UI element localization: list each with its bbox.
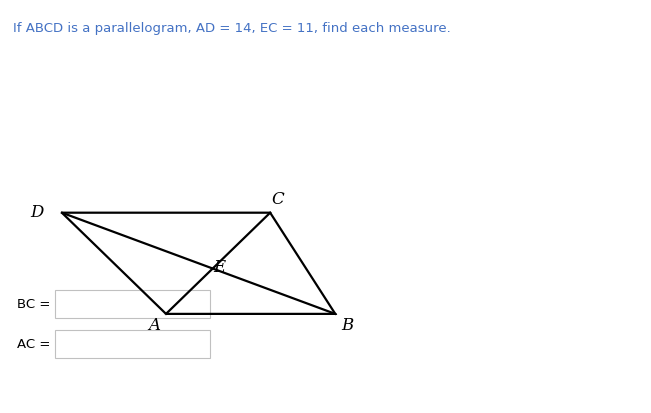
Text: AC =: AC = [17, 337, 50, 351]
Bar [55, 290, 210, 318]
Bar [55, 330, 210, 358]
Text: E: E [214, 259, 225, 276]
Text: A: A [148, 317, 160, 334]
Text: BC =: BC = [17, 297, 50, 311]
Text: If ABCD is a parallelogram, AD = 14, EC = 11, find each measure.: If ABCD is a parallelogram, AD = 14, EC … [13, 22, 450, 35]
Text: C: C [271, 191, 284, 208]
Text: B: B [341, 317, 353, 334]
Text: D: D [31, 204, 44, 221]
